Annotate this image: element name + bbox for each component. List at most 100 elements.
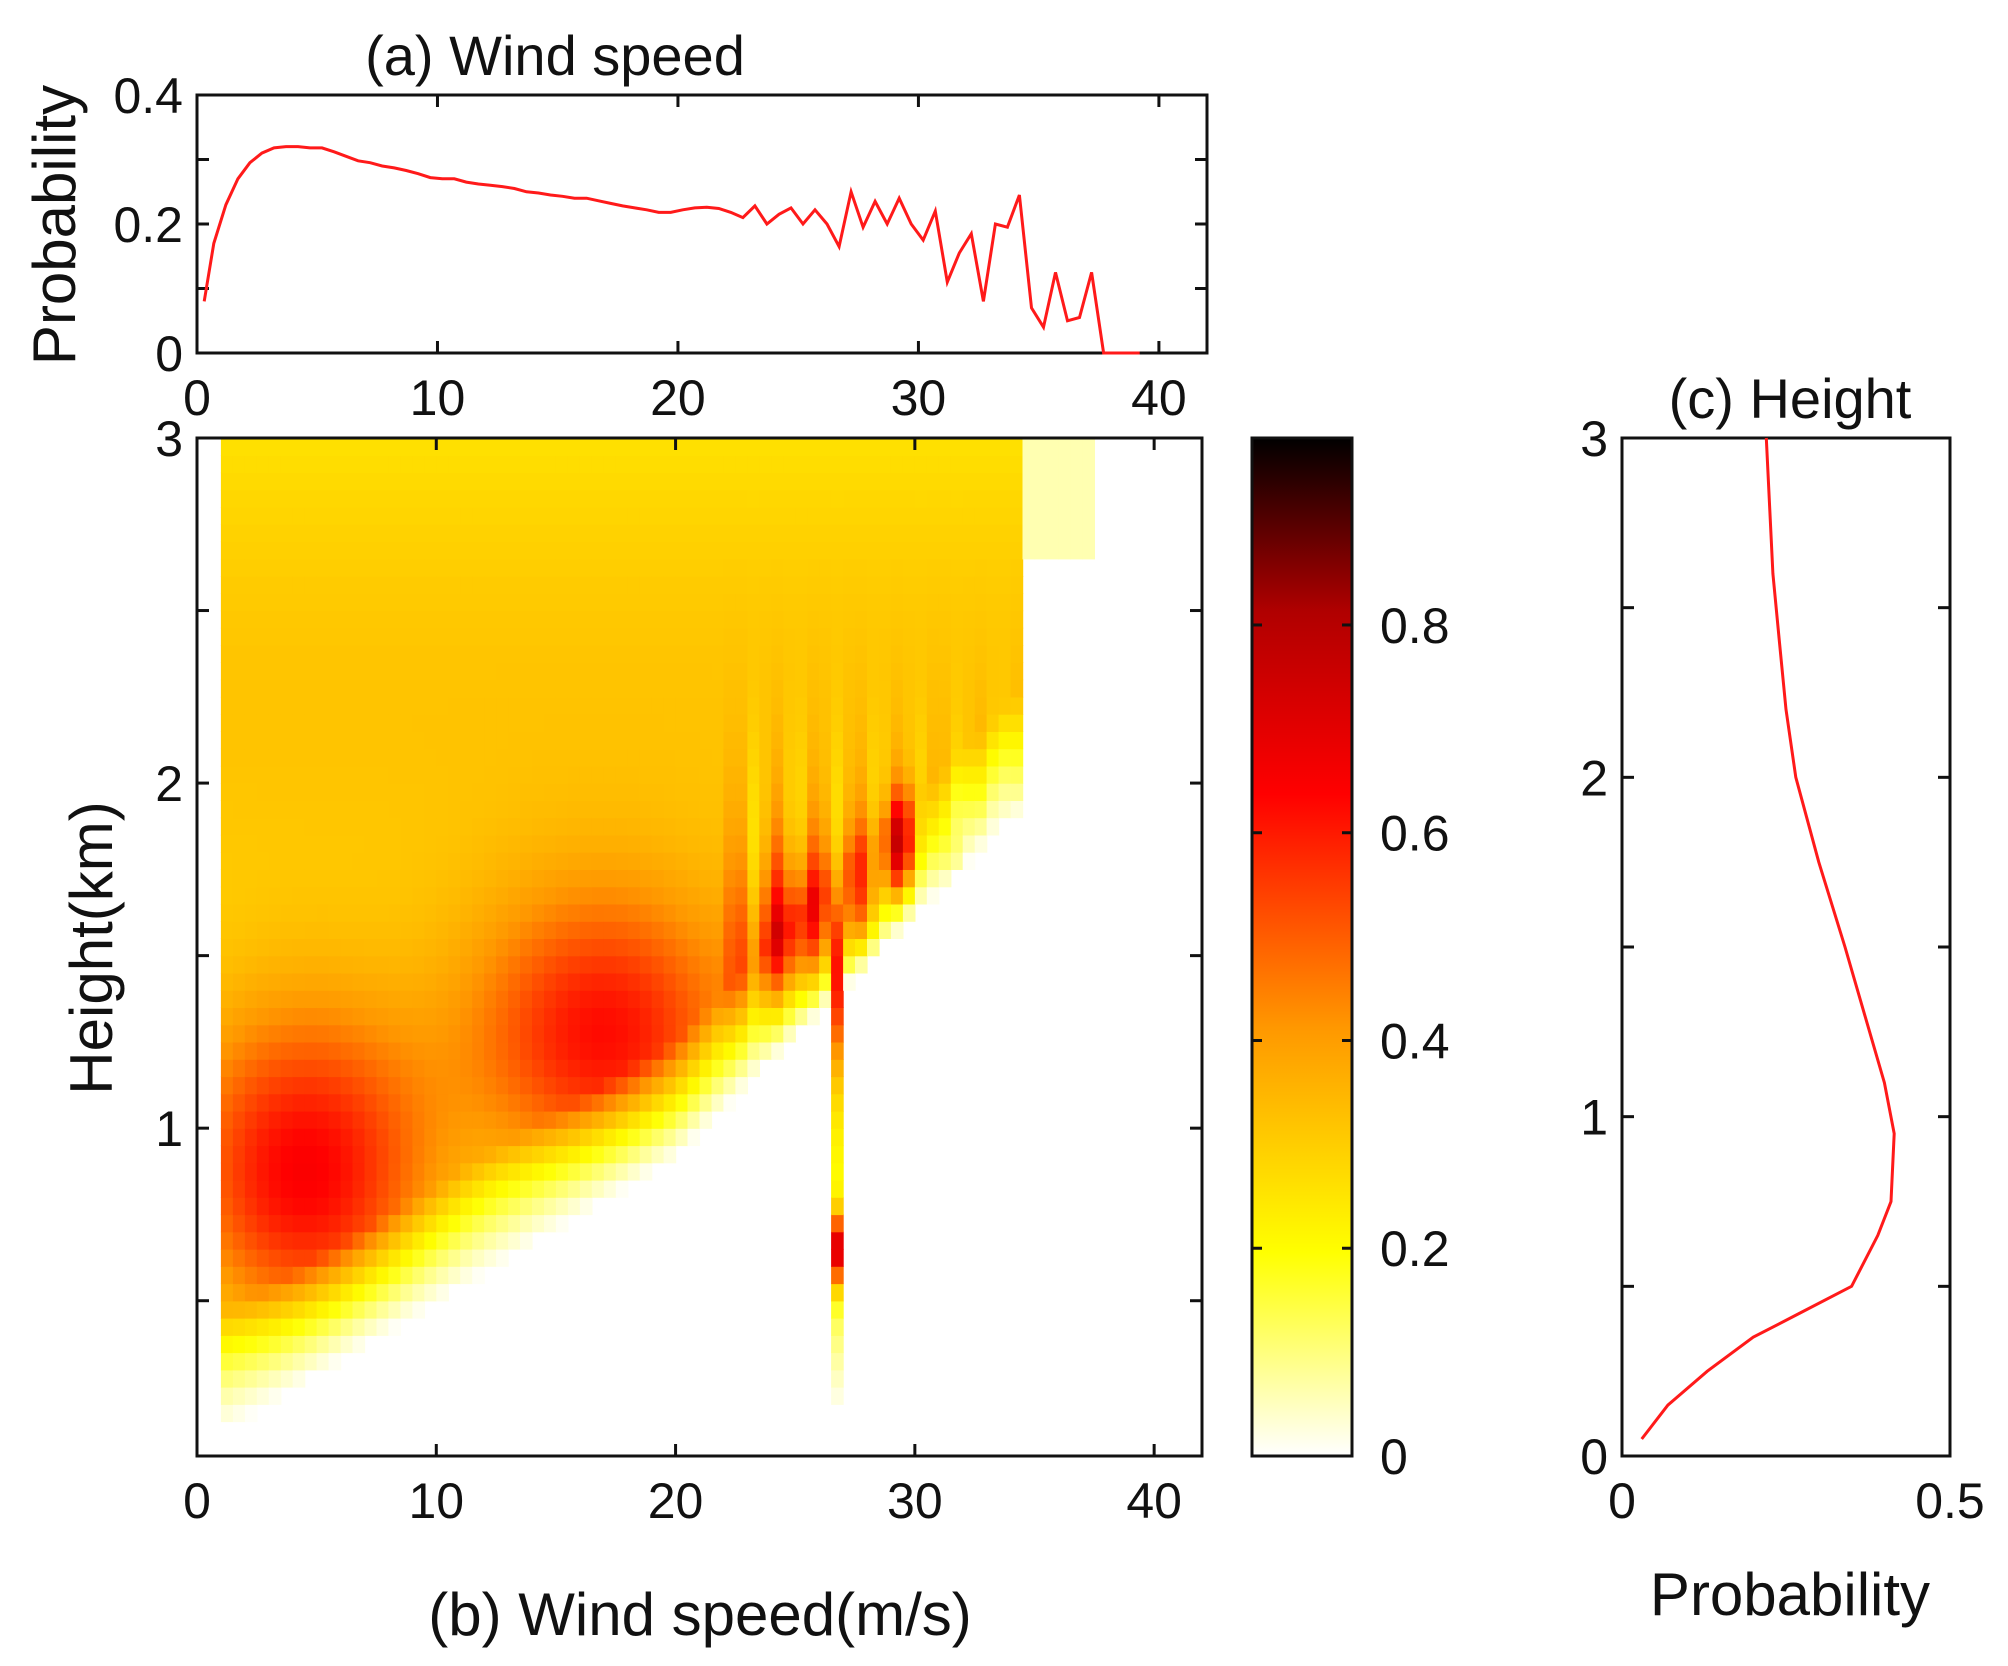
heatmap-cell [974, 800, 988, 819]
heatmap-cell [723, 696, 736, 715]
heatmap-cell [699, 1059, 713, 1078]
heatmap-cell [352, 1300, 366, 1319]
heatmap-cell [280, 1335, 294, 1354]
heatmap-cell [902, 748, 916, 767]
heatmap-cell [699, 783, 713, 801]
heatmap-cell [723, 1041, 736, 1060]
heatmap-cell [747, 834, 760, 853]
heatmap-cell [268, 1248, 282, 1267]
heatmap-cell [244, 645, 258, 663]
heatmap-cell [280, 1041, 294, 1060]
heatmap-cell [579, 955, 593, 974]
heatmap-cell [232, 1041, 246, 1060]
heatmap-cell [1058, 438, 1071, 456]
heatmap-cell [376, 1128, 390, 1147]
heatmap-cell [424, 1283, 437, 1302]
heatmap-cell [579, 852, 593, 870]
heatmap-cell [256, 1335, 270, 1354]
heatmap-cell [352, 472, 366, 491]
heatmap-cell [687, 765, 701, 784]
heatmap-cell [1010, 662, 1024, 681]
heatmap-cell [424, 800, 437, 819]
heatmap-cell [615, 1041, 629, 1060]
heatmap-cell [603, 955, 617, 974]
heatmap-cell [926, 455, 940, 474]
heatmap-cell [316, 576, 330, 594]
heatmap-cell [1010, 438, 1024, 456]
heatmap-cell [472, 1024, 485, 1043]
heatmap-cell [759, 731, 772, 750]
panel-c-ytick-label: 0 [1580, 1429, 1608, 1485]
heatmap-cell [352, 507, 366, 525]
heatmap-cell [496, 938, 509, 957]
heatmap-cell [843, 886, 856, 905]
heatmap-cell [591, 903, 605, 922]
heatmap-cell [819, 507, 832, 525]
heatmap-cell [663, 955, 677, 974]
heatmap-cell [268, 679, 282, 698]
heatmap-cell [723, 610, 736, 629]
heatmap-cell [591, 645, 605, 663]
heatmap-cell [567, 507, 581, 525]
heatmap-cell [555, 714, 569, 732]
heatmap-cell [436, 645, 449, 663]
heatmap-cell [843, 955, 856, 974]
heatmap-cell [890, 714, 904, 732]
heatmap-cell [591, 627, 605, 646]
heatmap-cell [1082, 507, 1095, 525]
heatmap-cell [220, 765, 234, 784]
heatmap-cell [831, 455, 844, 474]
heatmap-cell [460, 679, 473, 698]
heatmap-cell [376, 1179, 390, 1198]
heatmap-cell [388, 903, 401, 922]
heatmap-cell [807, 507, 820, 525]
heatmap-cell [711, 955, 725, 974]
heatmap-cell [352, 1231, 366, 1250]
heatmap-cell [831, 800, 844, 819]
heatmap-cell [268, 800, 282, 819]
heatmap-cell [962, 455, 976, 474]
heatmap-cell [555, 1007, 569, 1026]
heatmap-cell [747, 1007, 760, 1026]
heatmap-cell [567, 921, 581, 939]
heatmap-cell [926, 748, 940, 767]
heatmap-cell [603, 714, 617, 732]
heatmap-cell [268, 1266, 282, 1285]
heatmap-cell [998, 783, 1012, 801]
heatmap-cell [603, 903, 617, 922]
heatmap-cell [340, 679, 354, 698]
heatmap-cell [496, 438, 509, 456]
heatmap-cell [879, 886, 892, 905]
heatmap-cell [268, 955, 282, 974]
heatmap-cell [436, 1024, 449, 1043]
heatmap-cell [364, 1231, 378, 1250]
heatmap-cell [352, 489, 366, 508]
heatmap-cell [304, 593, 318, 612]
heatmap-cell [1034, 489, 1048, 508]
heatmap-cell [663, 1093, 677, 1112]
heatmap-cell [328, 1024, 342, 1043]
heatmap-cell [220, 1007, 234, 1026]
heatmap-cell [711, 990, 725, 1008]
heatmap-cell [268, 438, 282, 456]
heatmap-cell [292, 1162, 306, 1181]
heatmap-cell [544, 593, 557, 612]
heatmap-cell [436, 472, 449, 491]
heatmap-cell [867, 800, 880, 819]
heatmap-cell [759, 852, 772, 870]
heatmap-cell [532, 869, 545, 888]
heatmap-cell [400, 1007, 413, 1026]
heatmap-cell [747, 765, 760, 784]
heatmap-cell [472, 507, 485, 525]
heatmap-cell [603, 662, 617, 681]
heatmap-cell [280, 1266, 294, 1285]
heatmap-cell [723, 1076, 736, 1095]
heatmap-cell [627, 1007, 641, 1026]
heatmap-cell [759, 576, 772, 594]
heatmap-cell [244, 1231, 258, 1250]
heatmap-cell [831, 541, 844, 560]
heatmap-cell [232, 1197, 246, 1216]
heatmap-cell [855, 800, 868, 819]
heatmap-cell [304, 972, 318, 991]
heatmap-cell [424, 834, 437, 853]
